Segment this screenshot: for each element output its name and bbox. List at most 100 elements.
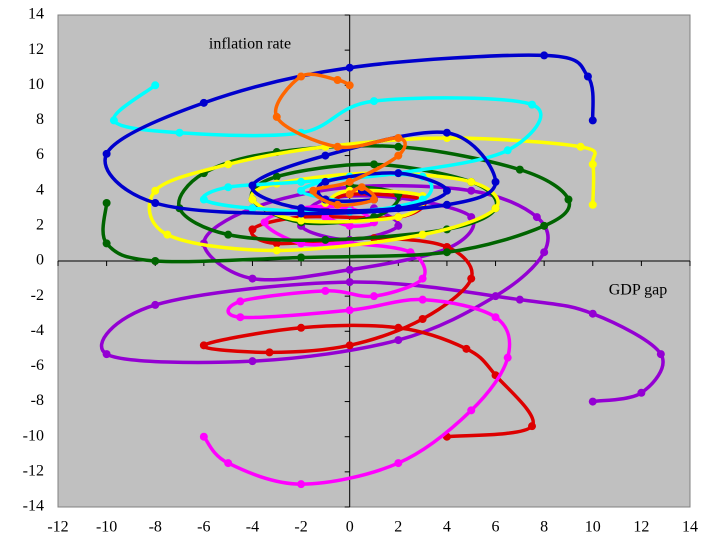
data-point [163, 230, 172, 239]
data-point [370, 160, 378, 169]
data-point [442, 248, 451, 257]
data-point [357, 183, 366, 192]
data-point [394, 336, 403, 345]
data-point [272, 246, 281, 255]
data-point [394, 134, 403, 142]
data-point [588, 397, 597, 406]
data-point [224, 230, 233, 239]
data-point [394, 169, 403, 178]
data-point [297, 323, 306, 332]
data-point [588, 200, 597, 209]
data-point [248, 357, 257, 366]
data-point [248, 181, 257, 190]
data-point [394, 459, 403, 468]
data-point [637, 388, 646, 397]
y-tick-label: 6 [36, 146, 44, 163]
data-point [102, 239, 111, 248]
data-point [491, 204, 500, 213]
y-axis-label: inflation rate [209, 36, 291, 53]
data-point [151, 257, 160, 265]
data-point [394, 204, 403, 213]
y-tick-label: 0 [36, 252, 44, 269]
data-point [224, 459, 233, 468]
data-point [345, 306, 354, 315]
series-group [99, 51, 665, 489]
data-point [418, 295, 427, 304]
data-point [151, 81, 160, 90]
data-point [297, 204, 306, 213]
data-point [394, 323, 403, 332]
x-tick-label: 12 [633, 519, 649, 536]
y-tick-label: 10 [28, 76, 44, 93]
data-point [656, 350, 665, 359]
data-point [199, 432, 208, 441]
y-tick-label: 8 [36, 111, 44, 128]
data-point [265, 348, 274, 357]
data-point [199, 341, 208, 350]
data-point [467, 177, 476, 186]
data-point [564, 195, 573, 204]
data-point [260, 218, 269, 227]
data-point [528, 422, 536, 431]
x-tick-label: -6 [197, 519, 210, 536]
data-point [418, 314, 427, 323]
y-tick-label: -6 [31, 357, 44, 374]
data-point [345, 63, 354, 72]
y-tick-label: -4 [31, 322, 44, 339]
data-point [491, 177, 500, 186]
data-point [503, 353, 512, 362]
x-tick-label: 4 [443, 519, 451, 536]
data-point [297, 72, 306, 81]
data-point [345, 221, 354, 230]
data-point [442, 200, 451, 209]
data-point [248, 274, 257, 283]
y-tick-label: 4 [36, 181, 44, 198]
data-point [248, 225, 257, 234]
data-point [467, 274, 476, 283]
data-point [199, 98, 208, 107]
data-point [588, 160, 597, 169]
data-point [224, 183, 233, 192]
data-point [345, 341, 354, 350]
data-point [297, 480, 306, 489]
x-tick-label: -8 [149, 519, 162, 536]
data-point [151, 199, 160, 208]
x-tick-label: -2 [294, 519, 307, 536]
y-tick-label: -12 [23, 463, 44, 480]
data-point [297, 253, 306, 262]
x-tick-label: 2 [394, 519, 402, 536]
x-tick-label: 8 [540, 519, 548, 536]
data-point [109, 116, 118, 125]
y-tick-label: -2 [31, 287, 44, 304]
data-point [370, 97, 378, 106]
data-point [588, 309, 597, 318]
data-point [418, 274, 427, 283]
x-tick-label: 10 [585, 519, 601, 536]
data-point [442, 186, 451, 195]
data-point [345, 81, 354, 90]
data-point [540, 221, 549, 230]
data-point [370, 292, 378, 301]
data-point [321, 151, 330, 160]
x-tick-label: -4 [246, 519, 259, 536]
data-point [583, 72, 592, 81]
x-tick-label: 0 [346, 519, 354, 536]
data-point [309, 186, 318, 195]
data-point [151, 300, 160, 309]
y-tick-label: -10 [23, 427, 44, 444]
data-point [297, 177, 306, 186]
y-tick-label: -8 [31, 392, 44, 409]
data-point [333, 76, 342, 85]
data-point [442, 128, 451, 137]
x-tick-label: 6 [492, 519, 500, 536]
data-point [102, 350, 111, 359]
data-point [297, 216, 306, 225]
data-point [272, 112, 281, 121]
data-point [345, 177, 354, 186]
data-point [272, 172, 281, 181]
x-axis-label: GDP gap [609, 282, 668, 299]
data-point [333, 200, 342, 209]
data-point [491, 292, 500, 301]
